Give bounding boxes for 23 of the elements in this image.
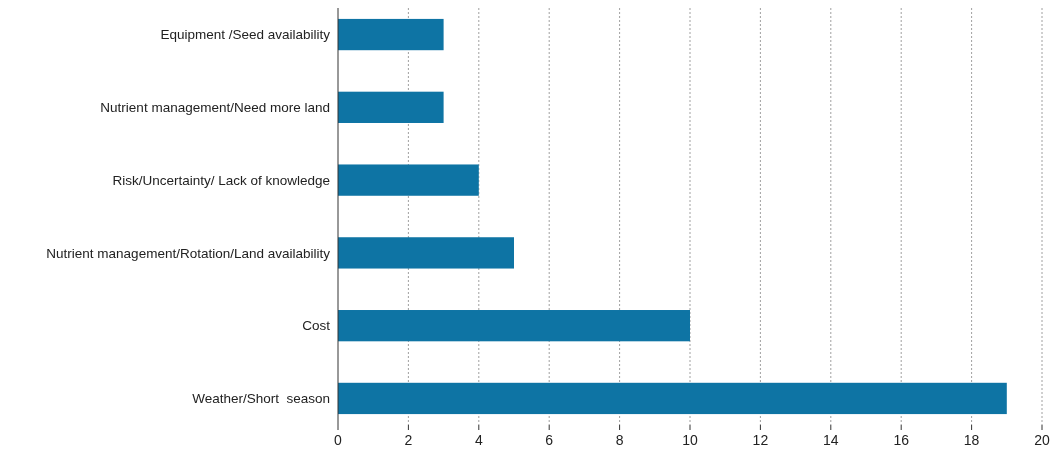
y-tick-label: Cost <box>302 318 331 334</box>
bar <box>338 91 444 123</box>
x-tick-label: 4 <box>474 432 483 448</box>
y-tick-label: Nutrient management/Need more land <box>100 100 330 116</box>
x-tick-label: 2 <box>404 432 413 448</box>
x-tick-label: 14 <box>823 432 839 448</box>
x-tick-label: 20 <box>1034 432 1050 448</box>
bar <box>338 164 479 196</box>
bar <box>338 18 444 51</box>
y-tick-label: Equipment /Seed availability <box>160 27 331 43</box>
x-tick-label: 18 <box>963 432 980 448</box>
y-tick-label: Weather/Short season <box>192 391 330 407</box>
bar <box>338 310 690 342</box>
x-tick-label: 8 <box>615 432 624 448</box>
x-tick-label: 10 <box>682 432 698 448</box>
bar <box>338 237 514 269</box>
bar <box>338 382 1007 415</box>
x-tick-label: 12 <box>752 432 769 448</box>
x-tick-label: 6 <box>545 432 554 448</box>
x-tick-label: 0 <box>334 432 343 448</box>
y-tick-label: Nutrient management/Rotation/Land availability <box>46 245 331 261</box>
x-tick-label: 16 <box>893 432 910 448</box>
y-tick-label: Risk/Uncertainty/ Lack of knowledge <box>112 172 330 188</box>
